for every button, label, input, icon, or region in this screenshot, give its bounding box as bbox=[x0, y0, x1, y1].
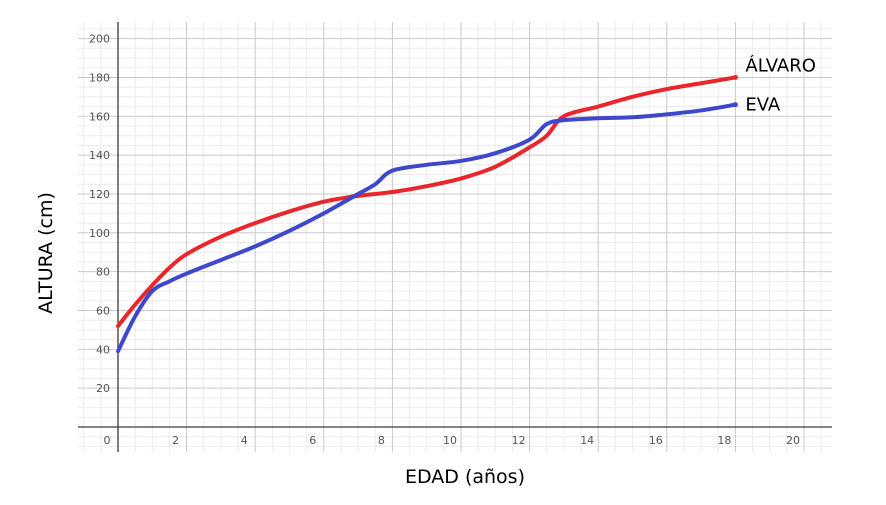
x-tick-label: 10 bbox=[443, 434, 457, 447]
x-tick-label: 20 bbox=[786, 434, 800, 447]
x-tick-label: 4 bbox=[241, 434, 248, 447]
x-axis-title: EDAD (años) bbox=[405, 466, 525, 488]
series-layer bbox=[116, 74, 738, 354]
series-endpoint-alvaro bbox=[732, 74, 738, 80]
y-tick-label: 120 bbox=[89, 188, 110, 201]
series-label-eva: EVA bbox=[745, 95, 781, 116]
y-tick-label: 180 bbox=[89, 71, 110, 84]
x-tick-label: 18 bbox=[717, 434, 731, 447]
y-tick-label: 140 bbox=[89, 149, 110, 162]
x-tick-labels: 0 2 4 6 8 10 12 14 16 18 20 bbox=[104, 434, 801, 447]
y-tick-label: 80 bbox=[96, 266, 110, 279]
x-tick-label: 8 bbox=[378, 434, 385, 447]
y-tick-label: 60 bbox=[96, 304, 110, 317]
grid-major bbox=[78, 22, 832, 452]
y-tick-label: 40 bbox=[96, 343, 110, 356]
series-line-alvaro bbox=[116, 75, 738, 329]
y-tick-label: 20 bbox=[96, 382, 110, 395]
x-tick-label: 2 bbox=[172, 434, 179, 447]
x-tick-label: 12 bbox=[512, 434, 526, 447]
y-tick-labels: 20 40 60 80 100 120 140 160 180 200 bbox=[89, 33, 110, 396]
x-tick-label: 14 bbox=[580, 434, 594, 447]
y-tick-label: 160 bbox=[89, 110, 110, 123]
y-axis-title: ALTURA (cm) bbox=[35, 192, 57, 314]
x-tick-label: 16 bbox=[649, 434, 663, 447]
series-labels: ÁLVARO EVA bbox=[745, 54, 816, 115]
x-tick-label: 0 bbox=[104, 434, 111, 447]
series-line-eva bbox=[116, 102, 738, 354]
series-label-alvaro: ÁLVARO bbox=[745, 54, 816, 76]
y-tick-label: 200 bbox=[89, 33, 110, 46]
grid-minor bbox=[78, 22, 832, 452]
axes bbox=[78, 22, 832, 452]
x-tick-label: 6 bbox=[309, 434, 316, 447]
series-endpoint-eva bbox=[732, 102, 738, 108]
y-tick-label: 100 bbox=[89, 227, 110, 240]
